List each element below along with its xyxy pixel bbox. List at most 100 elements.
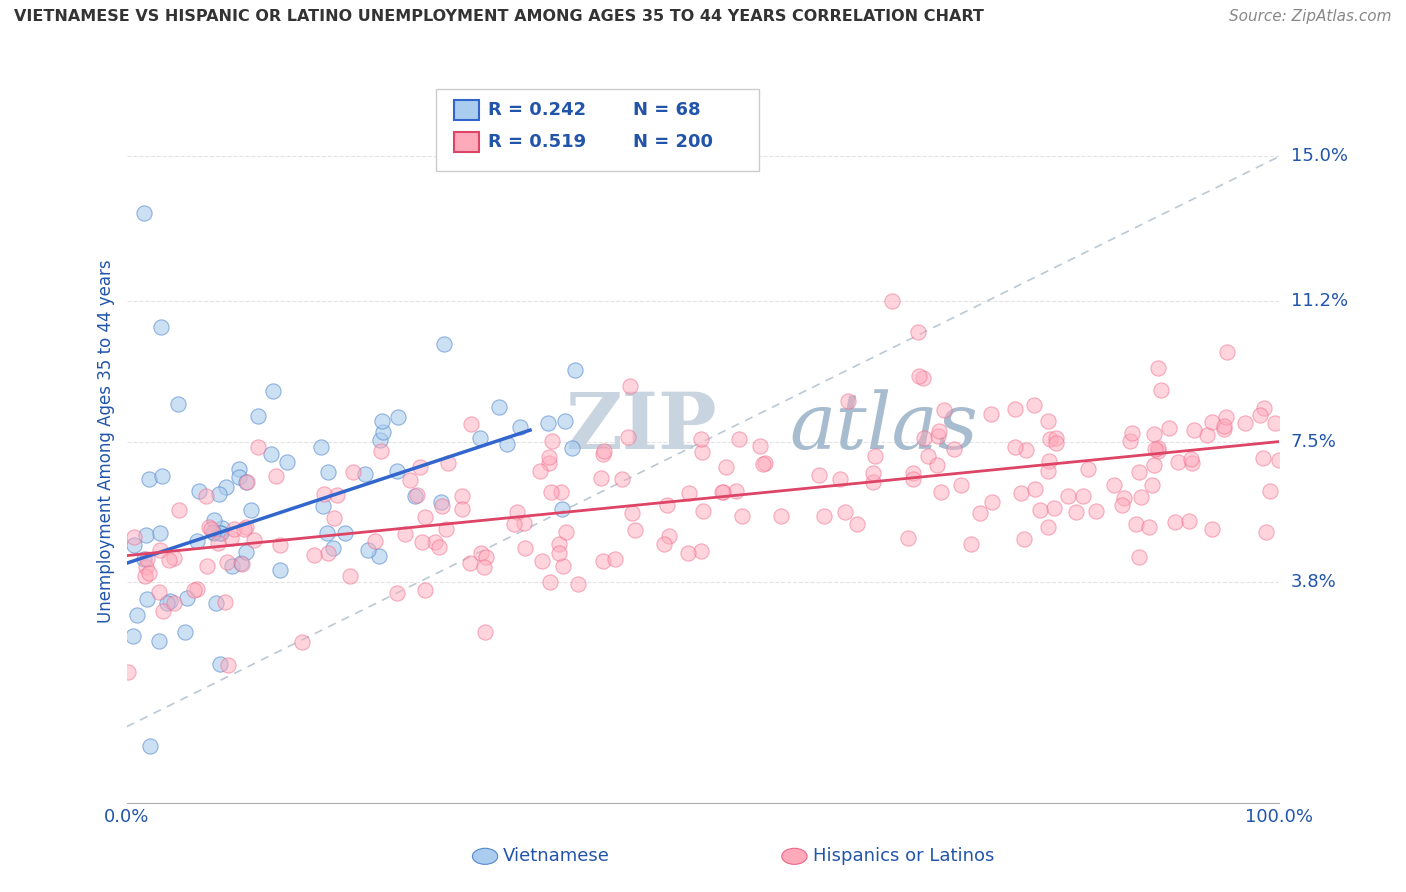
Point — [513, 541, 536, 555]
Point — [1045, 431, 1067, 445]
Point — [262, 384, 284, 399]
Point — [159, 594, 181, 608]
Point — [122, 537, 145, 551]
Point — [1128, 550, 1150, 565]
Point — [1264, 417, 1286, 431]
Point — [135, 560, 157, 574]
Point — [214, 595, 236, 609]
Point — [195, 489, 218, 503]
Point — [690, 543, 713, 558]
Point — [276, 455, 298, 469]
Point — [157, 553, 180, 567]
Point — [404, 489, 426, 503]
Point — [149, 543, 172, 558]
Point — [399, 473, 422, 487]
Point — [411, 535, 433, 549]
Point — [488, 400, 510, 414]
Point — [1111, 499, 1133, 513]
Point — [211, 525, 233, 540]
Point — [148, 633, 170, 648]
Point — [495, 437, 517, 451]
Point — [187, 483, 209, 498]
Point — [228, 462, 250, 476]
Point — [1201, 416, 1223, 430]
Text: 15.0%: 15.0% — [1291, 147, 1348, 165]
Point — [911, 370, 934, 384]
Point — [1071, 489, 1094, 503]
Point — [505, 505, 527, 519]
Text: 7.5%: 7.5% — [1291, 433, 1337, 450]
Text: Vietnamese: Vietnamese — [503, 847, 610, 865]
Point — [908, 369, 931, 384]
Point — [592, 447, 614, 461]
Point — [339, 569, 361, 583]
Point — [1180, 451, 1202, 466]
Point — [862, 466, 884, 480]
Point — [547, 537, 569, 551]
Point — [195, 558, 218, 573]
Point — [1045, 435, 1067, 450]
Point — [531, 554, 554, 568]
Point — [1125, 517, 1147, 532]
Point — [749, 439, 772, 453]
Point — [1213, 419, 1236, 434]
Point — [269, 563, 291, 577]
Point — [927, 429, 949, 443]
Point — [1022, 398, 1045, 412]
Point — [1015, 443, 1038, 458]
Point — [132, 206, 155, 220]
Point — [429, 495, 451, 509]
Point — [385, 464, 408, 478]
Point — [215, 555, 238, 569]
Point — [907, 326, 929, 340]
Point — [770, 508, 793, 523]
Point — [592, 554, 614, 568]
Point — [917, 449, 939, 463]
Point — [460, 417, 482, 432]
Point — [537, 416, 560, 430]
Point — [658, 529, 681, 543]
Point — [980, 407, 1002, 421]
Point — [1084, 504, 1107, 518]
Point — [167, 503, 190, 517]
Point — [425, 535, 447, 549]
Point — [1201, 522, 1223, 536]
Text: N = 200: N = 200 — [633, 133, 713, 151]
Text: 11.2%: 11.2% — [1291, 292, 1348, 310]
Point — [880, 293, 903, 308]
Point — [260, 447, 283, 461]
Point — [222, 522, 245, 536]
Point — [235, 475, 257, 490]
Point — [617, 430, 640, 444]
Point — [1121, 426, 1143, 441]
Point — [304, 548, 326, 562]
Point — [357, 542, 380, 557]
Point — [385, 586, 408, 600]
Point — [474, 624, 496, 639]
Point — [1038, 464, 1060, 478]
Point — [167, 396, 190, 410]
Point — [312, 499, 335, 513]
Point — [315, 525, 337, 540]
Point — [387, 409, 409, 424]
Point — [692, 445, 714, 459]
Point — [342, 465, 364, 479]
Point — [202, 526, 225, 541]
Point — [621, 507, 644, 521]
Point — [846, 517, 869, 532]
Point — [1213, 422, 1236, 436]
Text: N = 68: N = 68 — [633, 101, 700, 119]
Point — [233, 522, 256, 536]
Point — [149, 526, 172, 541]
Point — [541, 434, 564, 448]
Point — [413, 583, 436, 598]
Point — [538, 574, 561, 589]
Point — [1028, 502, 1050, 516]
Point — [605, 552, 627, 566]
Point — [208, 657, 231, 671]
Point — [1043, 501, 1066, 516]
Point — [117, 665, 139, 680]
Point — [652, 537, 675, 551]
Point — [731, 509, 754, 524]
Point — [152, 604, 174, 618]
